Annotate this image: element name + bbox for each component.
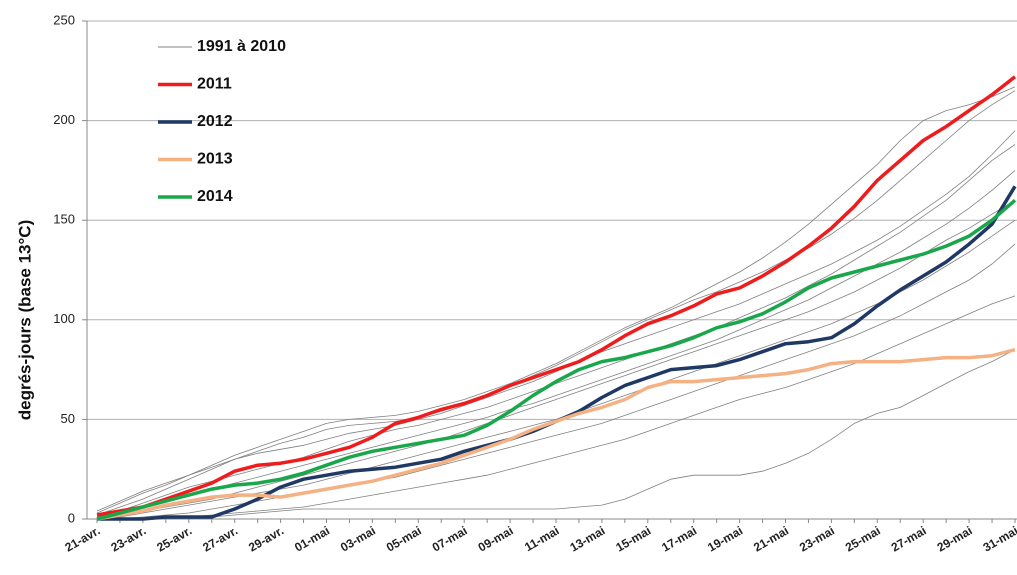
x-tick-label: 31-mai: [981, 523, 1017, 554]
x-tick-label: 21-avr.: [63, 523, 103, 554]
series-line: [96, 86, 1016, 514]
legend-label: 2011: [197, 76, 232, 93]
x-tick-label: 01-mai: [292, 523, 332, 554]
x-tick-label: 15-mai: [613, 523, 653, 554]
legend-label: 1991 à 2010: [197, 38, 286, 55]
x-tick-label: 05-mai: [384, 523, 424, 554]
legend-label: 2014: [197, 188, 233, 205]
x-tick-label: 13-mai: [567, 523, 607, 554]
legend-label: 2013: [197, 151, 233, 168]
y-tick-label: 150: [53, 212, 75, 227]
series-line: [96, 198, 1017, 521]
y-tick-label: 50: [61, 411, 75, 426]
x-tick-label: 29-avr.: [246, 523, 286, 554]
series-line: [96, 90, 1016, 512]
x-tick-label: 17-mai: [659, 523, 699, 554]
x-tick-label: 19-mai: [705, 523, 745, 554]
series-line: [97, 185, 1017, 521]
y-tick-label: 200: [53, 112, 75, 127]
x-tick-label: 09-mai: [476, 523, 516, 554]
series-line: [96, 130, 1016, 516]
x-tick-label: 07-mai: [430, 523, 470, 554]
y-tick-label: 0: [68, 510, 75, 525]
legend-label: 2012: [197, 113, 233, 130]
series-line: [96, 348, 1016, 521]
x-tick-label: 23-mai: [797, 523, 837, 554]
x-tick-label: 03-mai: [338, 523, 378, 554]
x-tick-label: 27-mai: [889, 523, 929, 554]
x-tick-label: 21-mai: [751, 523, 791, 554]
x-tick-label: 29-mai: [935, 523, 975, 554]
y-axis-label: degrés-jours (base 13°C): [15, 220, 34, 420]
x-tick-label: 25-mai: [843, 523, 883, 554]
series-line: [97, 349, 1016, 520]
x-tick-label: 25-avr.: [154, 523, 194, 554]
y-tick-label: 250: [53, 12, 75, 27]
x-tick-label: 11-mai: [522, 523, 561, 554]
series-line: [96, 75, 1017, 517]
x-tick-label: 27-avr.: [200, 523, 240, 554]
series-line: [96, 199, 1016, 520]
y-tick-label: 100: [53, 311, 75, 326]
series-line: [96, 170, 1016, 518]
x-tick-label: 23-avr.: [108, 523, 148, 554]
